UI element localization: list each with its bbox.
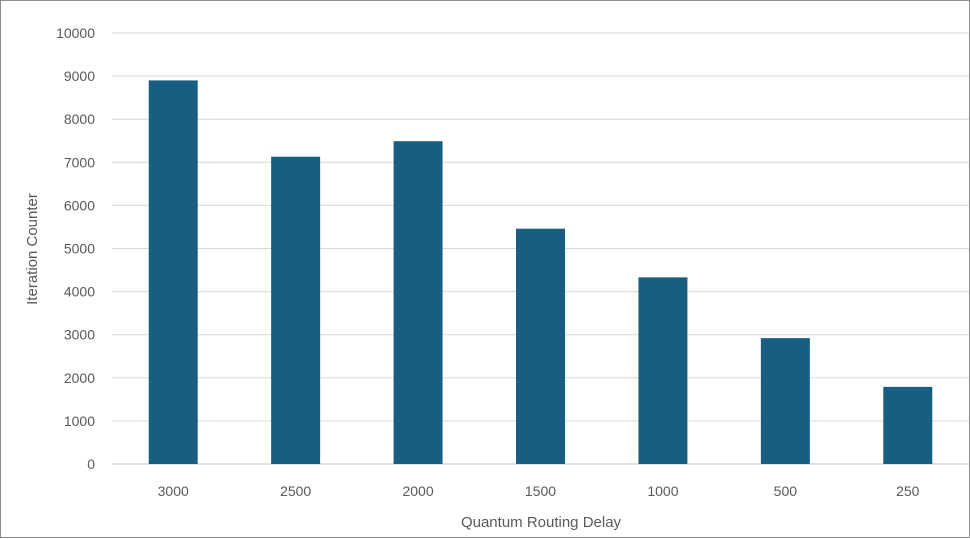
x-tick-labels: 3000 2500 2000 1500 1000 500 250 [158,483,920,499]
bar-3000 [148,80,198,464]
y-tick-label: 1000 [64,413,95,429]
y-tick-label: 5000 [64,241,95,257]
y-tick-label: 10000 [56,25,95,41]
x-tick-label: 500 [774,483,798,499]
y-tick-label: 2000 [64,370,95,386]
y-tick-label: 0 [87,456,95,472]
x-tick-label: 3000 [158,483,189,499]
y-tick-label: 8000 [64,111,95,127]
bar-2000 [393,141,443,464]
x-tick-label: 250 [896,483,920,499]
bars [148,80,933,464]
y-tick-label: 4000 [64,284,95,300]
y-tick-labels: 0 1000 2000 3000 4000 5000 6000 7000 8000 9000 100… [56,25,95,472]
bar-1000 [638,277,688,464]
x-tick-label: 1500 [525,483,556,499]
y-tick-label: 3000 [64,327,95,343]
y-tick-label: 9000 [64,68,95,84]
bar-500 [760,338,810,464]
y-axis-title: Iteration Counter [24,193,41,305]
y-tick-label: 6000 [64,197,95,213]
x-axis-title: Quantum Routing Delay [461,514,622,531]
bar-2500 [271,156,321,464]
bar-250 [883,386,933,464]
y-tick-label: 7000 [64,154,95,170]
bar-1500 [516,228,565,464]
x-tick-label: 2000 [402,483,433,499]
x-tick-label: 2500 [280,483,311,499]
x-tick-label: 1000 [647,483,678,499]
